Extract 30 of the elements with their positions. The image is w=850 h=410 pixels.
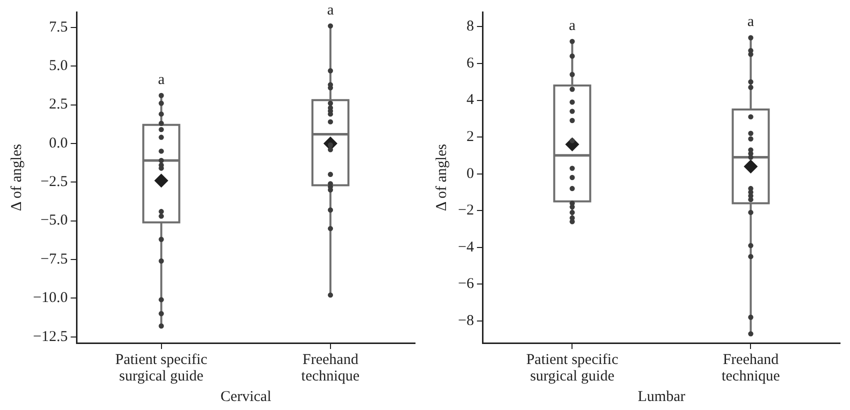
y-tick-label: −7.5 [40, 251, 68, 268]
y-tick-label: −6 [458, 276, 474, 292]
y-tick-label: 0 [466, 166, 474, 182]
annotation: a [327, 2, 334, 18]
annotation: a [747, 14, 754, 30]
y-tick-label: 2.5 [48, 96, 68, 113]
y-tick-label: 2 [466, 128, 474, 145]
x-axis-title: Lumbar [638, 388, 686, 405]
x-tick-label: Patient specific surgical guide [115, 352, 208, 385]
annotation: a [568, 18, 576, 34]
y-tick-label: −12.5 [32, 328, 68, 345]
x-tick-label: Freehand technique [722, 352, 780, 385]
y-tick-label: −2 [458, 202, 474, 219]
y-tick-label: 5.0 [48, 58, 68, 74]
y-tick-label: 0.0 [48, 135, 68, 152]
y-tick-label: −10.0 [32, 290, 68, 306]
y-tick-label: 6 [466, 55, 474, 72]
y-axis-title: Δ of angles [8, 144, 25, 212]
y-tick-label: −5.0 [40, 212, 68, 229]
annotation: a [158, 72, 165, 88]
x-tick-label: Freehand technique [301, 352, 360, 385]
y-tick-label: −4 [458, 239, 474, 256]
y-tick-label: 4 [466, 92, 474, 108]
y-tick-label: −8 [458, 312, 474, 329]
y-tick-label: −2.5 [40, 174, 68, 190]
y-axis-title: Δ of angles [434, 144, 450, 212]
y-tick-label: 8 [466, 18, 474, 35]
x-axis-title: Cervical [220, 388, 272, 405]
x-tick-label: Patient specific surgical guide [526, 352, 619, 385]
y-tick-label: 7.5 [48, 19, 68, 36]
